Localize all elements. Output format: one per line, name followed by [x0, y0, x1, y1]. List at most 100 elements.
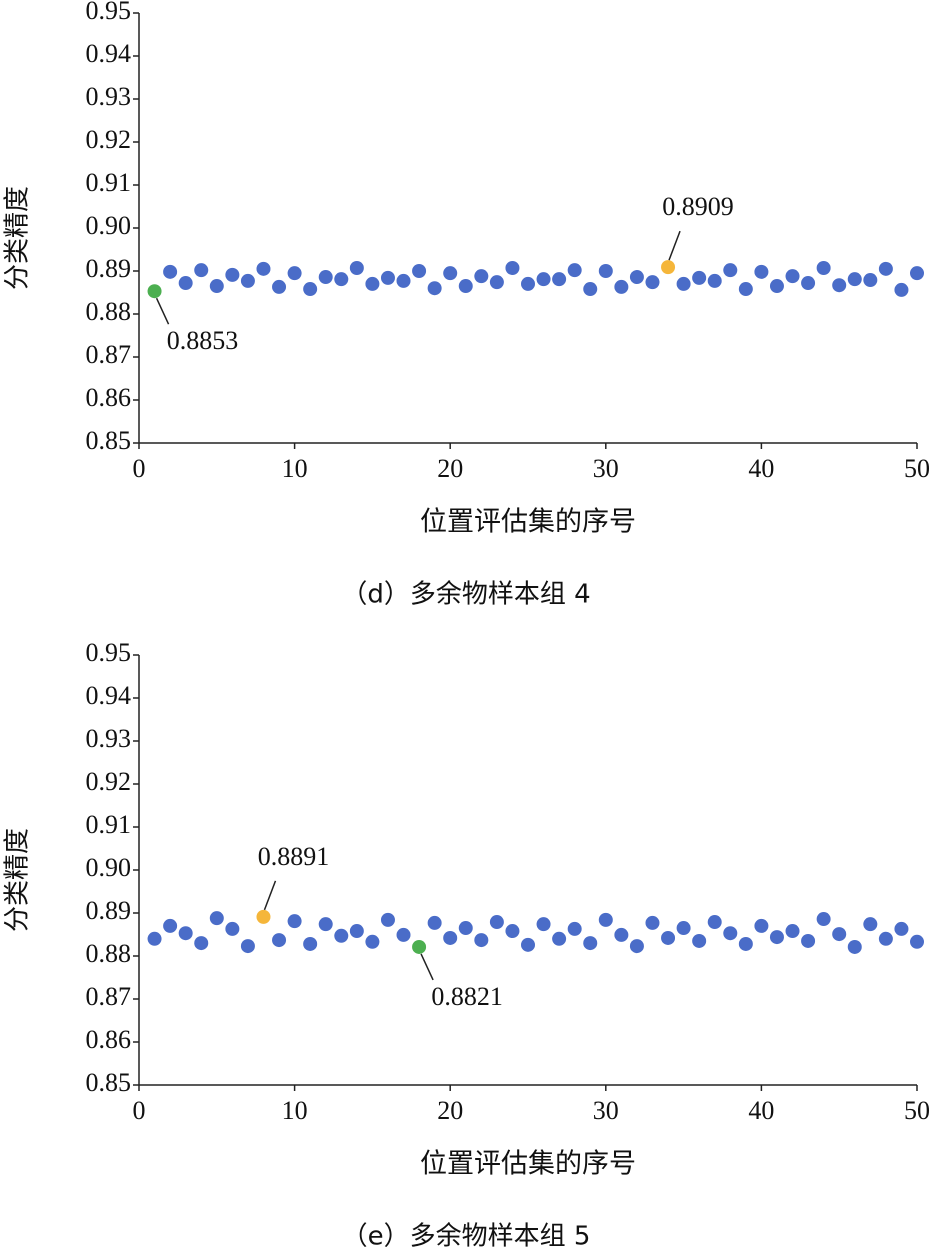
y-tick-label: 0.87	[86, 340, 132, 369]
point	[661, 930, 676, 945]
point	[894, 921, 909, 936]
point	[240, 273, 255, 288]
annotation: 0.8909	[662, 192, 734, 221]
annotation: 0.8853	[167, 326, 239, 355]
point	[878, 261, 893, 276]
point	[832, 927, 847, 942]
point	[365, 934, 380, 949]
y-tick-label: 0.95	[86, 0, 132, 25]
x-axis-label: 位置评估集的序号	[420, 1149, 636, 1180]
x-axis-label: 位置评估集的序号	[420, 507, 636, 538]
y-tick-label: 0.85	[86, 1068, 132, 1097]
point	[209, 911, 224, 926]
point	[738, 282, 753, 297]
point	[614, 927, 629, 942]
point	[318, 270, 333, 285]
point	[521, 937, 535, 952]
point	[552, 931, 567, 946]
point	[474, 933, 489, 948]
point	[816, 260, 831, 275]
y-tick-label: 0.92	[86, 125, 132, 154]
point	[380, 912, 395, 927]
point	[536, 272, 551, 287]
y-axis-label: 分类精度	[3, 828, 33, 932]
point	[847, 272, 862, 287]
point	[801, 276, 816, 291]
point	[287, 266, 302, 281]
point	[147, 931, 162, 946]
y-tick-label: 0.93	[86, 82, 132, 111]
annotation: 0.8891	[258, 842, 330, 871]
y-tick-label: 0.89	[86, 896, 132, 925]
x-tick-label: 50	[904, 454, 930, 483]
point	[754, 264, 769, 279]
y-tick-label: 0.86	[86, 383, 132, 412]
highlight-point	[661, 260, 676, 275]
point	[583, 282, 598, 297]
x-tick-label: 20	[437, 1096, 463, 1125]
point	[738, 936, 753, 951]
point	[396, 273, 411, 288]
point	[489, 275, 504, 290]
point	[303, 936, 318, 951]
y-tick-label: 0.88	[86, 297, 132, 326]
point	[303, 282, 318, 297]
x-tick-label: 30	[593, 454, 619, 483]
y-tick-label: 0.91	[86, 168, 132, 197]
point	[521, 276, 535, 291]
point	[598, 912, 613, 927]
y-axis-label: 分类精度	[3, 186, 33, 290]
point	[894, 282, 909, 297]
point	[910, 266, 924, 281]
point	[474, 269, 489, 284]
point	[443, 930, 458, 945]
point	[583, 936, 598, 951]
point	[645, 915, 660, 930]
point	[769, 279, 784, 294]
point	[536, 917, 551, 932]
annotation: 0.8821	[431, 982, 503, 1011]
x-tick-label: 0	[133, 1096, 146, 1125]
point	[225, 267, 240, 282]
point	[567, 263, 582, 278]
point	[505, 260, 520, 275]
point	[629, 270, 644, 285]
x-tick-label: 30	[593, 1096, 619, 1125]
leader-line	[420, 953, 434, 981]
y-tick-label: 0.94	[86, 681, 132, 710]
x-tick-label: 10	[282, 1096, 308, 1125]
point	[458, 921, 473, 936]
y-tick-label: 0.93	[86, 724, 132, 753]
highlight-point	[147, 284, 162, 299]
point	[707, 273, 722, 288]
point	[349, 260, 364, 275]
point	[163, 918, 178, 933]
point	[178, 276, 193, 291]
point	[723, 926, 738, 941]
point	[458, 279, 473, 294]
leader-line	[155, 297, 170, 325]
point	[847, 939, 862, 954]
point	[676, 921, 691, 936]
point	[816, 912, 831, 927]
point	[614, 279, 629, 294]
point	[163, 264, 178, 279]
point	[863, 917, 878, 932]
point	[427, 281, 442, 296]
point	[676, 276, 691, 291]
point	[692, 270, 707, 285]
y-tick-label: 0.89	[86, 254, 132, 283]
point	[272, 279, 287, 294]
point	[489, 915, 504, 930]
point	[443, 266, 458, 281]
y-tick-label: 0.88	[86, 939, 132, 968]
caption: （e）多余物样本组 5	[342, 1222, 591, 1252]
point	[552, 272, 567, 287]
point	[225, 921, 240, 936]
leader-line	[263, 880, 277, 911]
x-tick-label: 10	[282, 454, 308, 483]
leader-line	[668, 230, 681, 261]
point	[380, 270, 395, 285]
y-tick-label: 0.90	[86, 211, 132, 240]
y-tick-label: 0.92	[86, 767, 132, 796]
